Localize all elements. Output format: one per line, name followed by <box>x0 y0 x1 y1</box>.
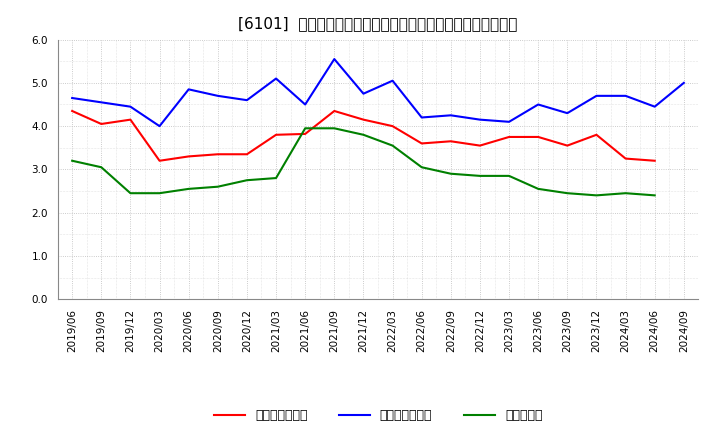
Title: [6101]  売上債権回転率、買入債務回転率、在庫回転率の推移: [6101] 売上債権回転率、買入債務回転率、在庫回転率の推移 <box>238 16 518 32</box>
売上債権回転率 <box>563 143 572 148</box>
買入債務回転率 <box>97 100 106 105</box>
買入債務回転率 <box>621 93 630 99</box>
在庫回転率 <box>301 126 310 131</box>
在庫回転率 <box>388 143 397 148</box>
売上債権回転率 <box>68 108 76 114</box>
売上債権回転率 <box>650 158 659 163</box>
在庫回転率 <box>621 191 630 196</box>
買入債務回転率 <box>418 115 426 120</box>
買入債務回転率 <box>534 102 543 107</box>
在庫回転率 <box>592 193 600 198</box>
在庫回転率 <box>359 132 368 137</box>
在庫回転率 <box>534 186 543 191</box>
売上債権回転率 <box>534 134 543 139</box>
売上債権回転率 <box>271 132 280 137</box>
在庫回転率 <box>243 178 251 183</box>
売上債権回転率 <box>243 152 251 157</box>
買入債務回転率 <box>271 76 280 81</box>
売上債権回転率 <box>592 132 600 137</box>
買入債務回転率 <box>243 98 251 103</box>
在庫回転率 <box>650 193 659 198</box>
買入債務回転率 <box>388 78 397 83</box>
買入債務回転率 <box>68 95 76 101</box>
売上債権回転率 <box>184 154 193 159</box>
在庫回転率 <box>418 165 426 170</box>
在庫回転率 <box>330 126 338 131</box>
Line: 売上債権回転率: 売上債権回転率 <box>72 111 654 161</box>
在庫回転率 <box>184 186 193 191</box>
売上債権回転率 <box>388 124 397 129</box>
買入債務回転率 <box>156 124 164 129</box>
在庫回転率 <box>563 191 572 196</box>
買入債務回転率 <box>330 56 338 62</box>
在庫回転率 <box>213 184 222 189</box>
売上債権回転率 <box>359 117 368 122</box>
買入債務回転率 <box>650 104 659 109</box>
売上債権回転率 <box>301 131 310 136</box>
売上債権回転率 <box>476 143 485 148</box>
Line: 在庫回転率: 在庫回転率 <box>72 128 654 195</box>
売上債権回転率 <box>330 108 338 114</box>
買入債務回転率 <box>446 113 455 118</box>
売上債権回転率 <box>418 141 426 146</box>
売上債権回転率 <box>156 158 164 163</box>
買入債務回転率 <box>563 110 572 116</box>
在庫回転率 <box>97 165 106 170</box>
買入債務回転率 <box>184 87 193 92</box>
買入債務回転率 <box>592 93 600 99</box>
売上債権回転率 <box>213 152 222 157</box>
売上債権回転率 <box>621 156 630 161</box>
Legend: 売上債権回転率, 買入債務回転率, 在庫回転率: 売上債権回転率, 買入債務回転率, 在庫回転率 <box>209 404 547 427</box>
買入債務回転率 <box>213 93 222 99</box>
買入債務回転率 <box>301 102 310 107</box>
買入債務回転率 <box>680 80 688 85</box>
在庫回転率 <box>271 176 280 181</box>
買入債務回転率 <box>126 104 135 109</box>
売上債権回転率 <box>446 139 455 144</box>
在庫回転率 <box>446 171 455 176</box>
売上債権回転率 <box>126 117 135 122</box>
買入債務回転率 <box>505 119 513 125</box>
売上債権回転率 <box>97 121 106 127</box>
Line: 買入債務回転率: 買入債務回転率 <box>72 59 684 126</box>
在庫回転率 <box>505 173 513 179</box>
在庫回転率 <box>156 191 164 196</box>
在庫回転率 <box>68 158 76 163</box>
在庫回転率 <box>476 173 485 179</box>
売上債権回転率 <box>505 134 513 139</box>
買入債務回転率 <box>359 91 368 96</box>
買入債務回転率 <box>476 117 485 122</box>
在庫回転率 <box>126 191 135 196</box>
